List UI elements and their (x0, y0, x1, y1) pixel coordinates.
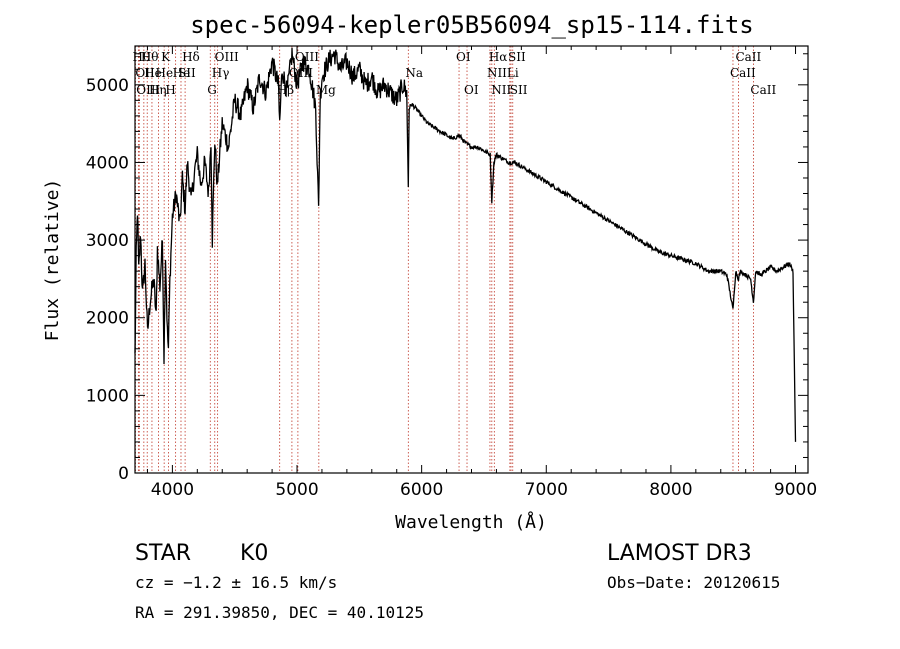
line-label-hγ: Hγ (212, 66, 230, 80)
y-axis-label: Flux (relative) (42, 179, 63, 342)
y-tick-label: 5000 (86, 76, 129, 96)
y-tick-label: 2000 (86, 309, 129, 329)
line-label-hθ: Hθ (141, 50, 159, 64)
line-label-oi: OI (464, 83, 479, 97)
line-label-hη: Hη (149, 83, 167, 97)
redshift-text: cz = −1.2 ± 16.5 km/s (135, 573, 337, 592)
coordinates-text: RA = 291.39850, DEC = 40.10125 (135, 603, 424, 622)
line-label-oii: OII (135, 66, 155, 80)
line-label-oiii: OIII (136, 83, 160, 97)
x-axis-ticks: 4000 5000 6000 7000 8000 9000 (146, 46, 817, 500)
line-label-hδ: Hδ (182, 50, 200, 64)
line-label-oi: OI (456, 50, 471, 64)
y-tick-label: 4000 (86, 153, 129, 173)
line-label-mg: Mg (316, 83, 336, 97)
line-label-sii: SII (510, 83, 528, 97)
line-label-caii: CaII (735, 50, 761, 64)
y-tick-label: 1000 (86, 386, 129, 406)
line-label-he: He (173, 66, 191, 80)
line-label-h: H (165, 83, 175, 97)
obs-date-text: Obs−Date: 20120615 (607, 573, 780, 592)
x-axis-label: Wavelength (Å) (395, 511, 547, 533)
y-tick-label: 3000 (86, 231, 129, 251)
emission-line-labels: HθOIIOIIIHθHeHηHeKHHeSIIHδGHγOIIIHβOIIIO… (132, 50, 776, 97)
line-label-he: He (156, 66, 174, 80)
chart-title: spec-56094-kepler05B56094_sp15-114.fits (190, 11, 754, 39)
x-tick-label: 9000 (774, 480, 817, 500)
y-axis-ticks: 0 1000 2000 3000 4000 5000 (86, 53, 808, 484)
y-tick-label: 0 (118, 464, 129, 484)
emission-line-markers (135, 46, 754, 473)
line-label-caii: CaII (750, 83, 776, 97)
line-label-hα: Hα (489, 50, 508, 64)
x-tick-label: 6000 (400, 480, 443, 500)
x-tick-label: 7000 (525, 480, 568, 500)
line-label-k: K (161, 50, 171, 64)
spectrum-line (134, 47, 797, 442)
line-label-sii: SII (178, 66, 196, 80)
line-label-oiii: OIII (215, 50, 239, 64)
x-tick-label: 4000 (151, 480, 194, 500)
x-tick-label: 5000 (275, 480, 318, 500)
x-tick-label: 8000 (649, 480, 692, 500)
survey-name: LAMOST DR3 (607, 541, 752, 566)
line-label-nii: NII (491, 83, 511, 97)
object-subclass: K0 (240, 541, 268, 566)
object-class: STAR (135, 541, 191, 566)
line-label-oiii: OIII (295, 50, 319, 64)
line-label-sii: SII (508, 50, 526, 64)
line-label-g: G (207, 83, 217, 97)
line-label-li: Li (507, 66, 519, 80)
line-label-nii: NII (487, 66, 507, 80)
line-label-caii: CaII (730, 66, 756, 80)
line-label-na: Na (405, 66, 423, 80)
line-label-he: He (144, 66, 162, 80)
